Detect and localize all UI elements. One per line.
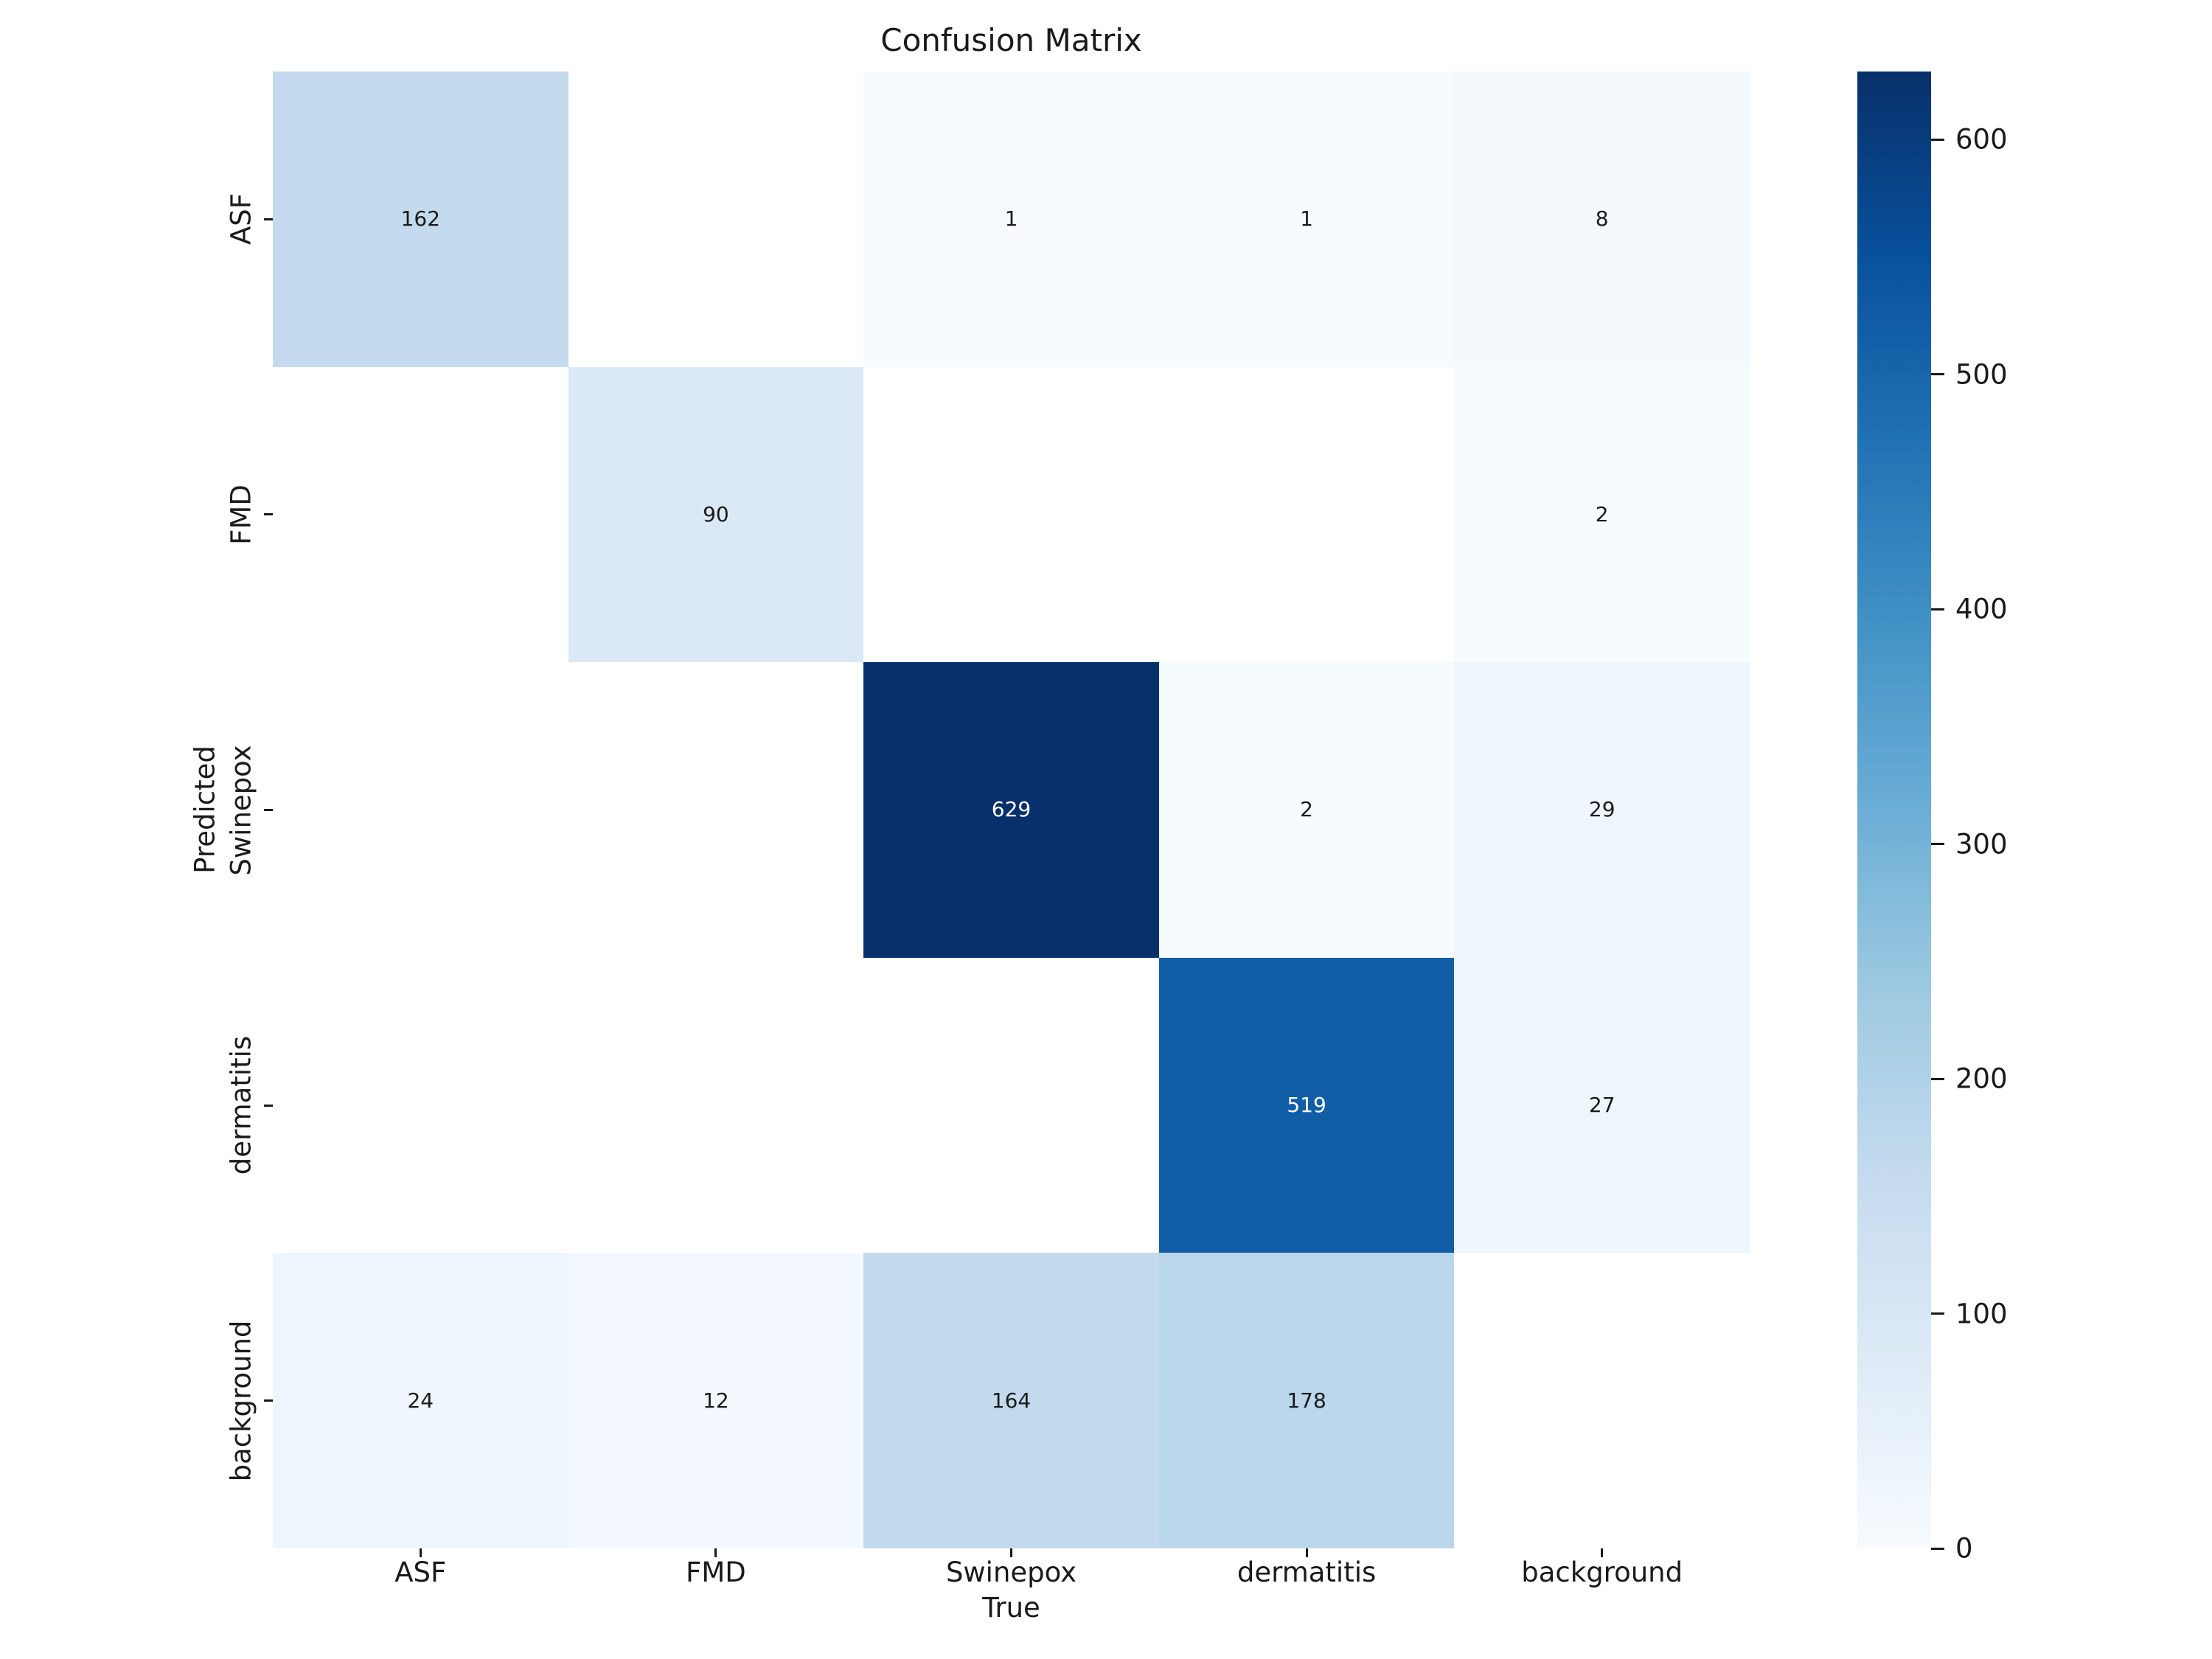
cell-value: 8 [1595,206,1609,232]
chart-title: Confusion Matrix [880,22,1142,58]
cell-value: 629 [991,797,1032,822]
cell-value: 12 [703,1388,729,1413]
colorbar-tick-label: 400 [1955,593,2008,625]
cell-value: 27 [1588,1093,1615,1118]
heatmap-grid: 162 1 1 8 90 2 629 2 29 519 27 24 12 164 178 [273,72,1750,1548]
y-tick-mark [264,809,273,811]
x-tick-mark [1305,1548,1308,1557]
colorbar-tick-mark [1931,1312,1944,1315]
x-tick-label: Swinepox [945,1557,1077,1588]
heatmap-cell: 519 [1158,957,1455,1253]
y-tick-mark [264,513,273,516]
colorbar-tick-mark [1931,138,1944,141]
heatmap-cell: 8 [1454,72,1750,367]
cell-value: 162 [400,206,441,232]
heatmap-cell: 29 [1454,662,1750,958]
y-tick-label: dermatitis [225,1035,257,1175]
cell-value: 1 [1004,206,1018,232]
heatmap-cell [273,957,568,1253]
cell-value: 178 [1287,1388,1326,1413]
x-tick-label: ASF [394,1557,447,1588]
colorbar-tick-mark [1931,373,1944,376]
y-tick-mark [264,1104,273,1107]
heatmap-cell: 2 [1454,366,1750,663]
colorbar-tick-label: 600 [1955,123,2008,156]
x-tick-label: dermatitis [1237,1557,1377,1588]
x-tick-label: background [1521,1557,1683,1588]
heatmap-cell: 1 [863,72,1159,367]
y-tick-mark [264,1399,273,1402]
colorbar-tick-label: 500 [1955,358,2008,391]
heatmap-cell: 2 [1158,662,1455,958]
colorbar-tick-label: 300 [1955,828,2008,860]
colorbar-tick-label: 200 [1955,1062,2008,1095]
colorbar-tick-label: 0 [1955,1532,1973,1565]
heatmap-cell: 27 [1454,957,1750,1253]
x-tick-mark [1010,1548,1012,1557]
heatmap-cell: 24 [273,1253,568,1548]
y-tick-label: FMD [225,484,257,545]
y-tick-label: ASF [225,193,257,246]
heatmap-cell [863,957,1159,1253]
cell-value: 2 [1595,501,1609,526]
cell-value: 2 [1300,797,1313,822]
colorbar-tick-mark [1931,1077,1944,1080]
cell-value: 90 [703,501,729,526]
colorbar-tick-label: 100 [1955,1298,2008,1330]
heatmap-cell [1454,1253,1750,1548]
y-tick-mark [264,218,273,220]
heatmap-cell: 12 [568,1253,864,1548]
heatmap-cell: 162 [273,72,568,367]
heatmap-cell [568,957,864,1253]
colorbar [1857,72,1931,1548]
heatmap-cell [273,366,568,663]
heatmap-cell [568,662,864,958]
heatmap-cell [1158,366,1455,663]
x-tick-mark [714,1548,717,1557]
heatmap-cell [273,662,568,958]
cell-value: 1 [1300,206,1313,232]
heatmap-cell: 629 [863,662,1159,958]
colorbar-tick-mark [1931,1547,1944,1550]
heatmap-cell: 164 [863,1253,1159,1548]
heatmap-cell [863,366,1159,663]
x-tick-label: FMD [686,1557,746,1588]
heatmap-cell: 178 [1158,1253,1455,1548]
heatmap-cell: 1 [1158,72,1455,367]
colorbar-tick-mark [1931,843,1944,846]
cell-value: 24 [407,1388,434,1413]
cell-value: 519 [1287,1093,1326,1118]
cell-value: 29 [1588,797,1615,822]
x-tick-mark [1601,1548,1604,1557]
x-tick-mark [419,1548,422,1557]
y-tick-label: Swinepox [225,744,257,876]
x-axis-label: True [982,1592,1040,1624]
y-axis-label: Predicted [189,745,221,874]
heatmap-cell [568,72,864,367]
colorbar-tick-mark [1931,608,1944,611]
cell-value: 164 [991,1388,1032,1413]
heatmap-cell: 90 [568,366,864,663]
y-tick-label: background [225,1320,257,1482]
